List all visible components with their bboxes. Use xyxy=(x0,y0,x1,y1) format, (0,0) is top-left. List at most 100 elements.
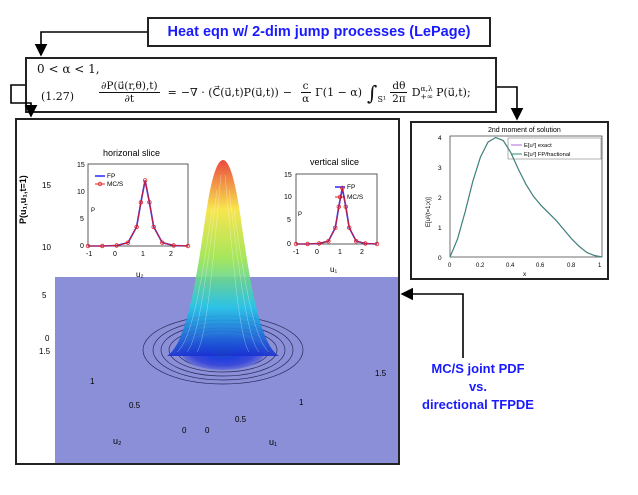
svg-text:4: 4 xyxy=(438,135,442,142)
title-text: Heat eqn w/ 2-dim jump processes (LePage… xyxy=(167,24,471,40)
c-alpha-fraction: c α xyxy=(300,80,311,105)
u1-tick: 1.5 xyxy=(375,369,387,378)
equation-box: 0 < α < 1, (1.27) ∂P(u⃗(r,θ),t) ∂t = −∇ … xyxy=(25,57,497,113)
data-point-marker xyxy=(343,204,348,209)
data-point-marker xyxy=(171,243,176,248)
svg-text:0.6: 0.6 xyxy=(536,263,545,269)
floor-plane xyxy=(55,277,398,463)
svg-text:FP: FP xyxy=(107,173,115,180)
data-point-marker xyxy=(293,241,299,247)
svg-text:0: 0 xyxy=(315,249,319,256)
svg-text:5: 5 xyxy=(80,216,84,223)
svg-text:10: 10 xyxy=(77,189,85,196)
svg-text:0.2: 0.2 xyxy=(476,263,485,269)
data-point-marker xyxy=(85,243,91,249)
u2-tick: 0.5 xyxy=(129,401,141,410)
data-point-marker xyxy=(100,243,105,249)
svg-text:2: 2 xyxy=(438,195,442,202)
svg-text:0.4: 0.4 xyxy=(506,263,515,269)
main-plot-svg: P(u₁,u₁,t=1) 15 10 5 0 1.5 1 0.5 0 u₂ 0 … xyxy=(18,148,398,463)
svg-text:P: P xyxy=(91,208,95,214)
u1-axis-label: u₁ xyxy=(269,437,277,447)
svg-text:0: 0 xyxy=(80,243,84,250)
svg-text:3: 3 xyxy=(438,165,442,172)
svg-text:15: 15 xyxy=(284,172,292,179)
data-point-marker xyxy=(138,200,144,205)
title-box: Heat eqn w/ 2-dim jump processes (LePage… xyxy=(147,17,491,47)
data-point-marker xyxy=(363,241,368,246)
inset-left-title: horizonal slice xyxy=(103,148,160,158)
data-point-marker xyxy=(125,240,131,245)
arrow-equation-to-side xyxy=(497,86,524,121)
side-title: 2nd moment of solution xyxy=(488,127,561,134)
data-point-marker xyxy=(374,241,380,247)
arrow-equation-to-main xyxy=(10,84,38,118)
main-figure: P(u₁,u₁,t=1) 15 10 5 0 1.5 1 0.5 0 u₂ 0 … xyxy=(15,118,400,465)
caption-line-2: vs. xyxy=(468,379,488,394)
integral-sign: ∫ xyxy=(367,80,378,105)
z-axis-label: P(u₁,u₁,t=1) xyxy=(18,175,28,224)
svg-text:0: 0 xyxy=(287,241,291,248)
svg-text:10: 10 xyxy=(284,194,292,201)
pdf-peak-surface xyxy=(167,160,279,356)
u1-tick: 1 xyxy=(299,398,304,407)
svg-text:E[u²] FP/fractional: E[u²] FP/fractional xyxy=(524,152,570,158)
svg-text:FP: FP xyxy=(347,184,355,191)
z-tick: 15 xyxy=(42,181,51,190)
caption: MC/S joint PDF vs. directional TFPDE xyxy=(408,360,548,414)
data-point-marker xyxy=(151,224,156,230)
svg-text:1: 1 xyxy=(338,249,342,256)
inset-vertical-slice: vertical slice 15 10 5 0 P -1 0 1 2 u₁ F… xyxy=(284,157,380,274)
inset-horizonal-slice: horizonal slice 15 10 5 0 P -1 0 1 2 u₂ … xyxy=(77,148,191,279)
equation-number: (1.27) xyxy=(41,90,75,103)
u2-tick: 1.5 xyxy=(39,347,51,356)
data-point-marker xyxy=(333,225,338,230)
svg-text:2: 2 xyxy=(360,249,364,256)
svg-text:E[u²] exact: E[u²] exact xyxy=(524,143,552,149)
data-point-marker xyxy=(326,238,331,244)
data-point-marker xyxy=(305,241,310,247)
side-xlabel: x xyxy=(523,271,527,278)
data-point-marker xyxy=(185,243,191,249)
dtheta-fraction: dθ 2π xyxy=(390,80,408,105)
svg-text:MC/S: MC/S xyxy=(107,181,124,188)
data-point-marker xyxy=(114,243,119,248)
u2-tick: 1 xyxy=(90,377,95,386)
svg-text:0: 0 xyxy=(438,255,442,262)
svg-text:15: 15 xyxy=(77,162,85,169)
second-moment-figure: 2nd moment of solution 4 3 2 1 0 0 0.2 0… xyxy=(410,121,609,280)
svg-text:u₁: u₁ xyxy=(330,265,337,274)
svg-text:P: P xyxy=(298,212,302,218)
data-point-marker xyxy=(147,200,152,205)
svg-text:-1: -1 xyxy=(86,251,92,258)
svg-text:u₂: u₂ xyxy=(136,270,144,279)
equation-condition: 0 < α < 1, xyxy=(37,62,100,76)
data-point-marker xyxy=(316,241,322,246)
svg-text:0.8: 0.8 xyxy=(567,263,576,269)
side-ylabel: E[u²(t=1;x)] xyxy=(426,197,432,227)
z-tick: 5 xyxy=(42,291,47,300)
u1-tick: 0 xyxy=(205,426,210,435)
data-point-marker xyxy=(336,204,341,209)
caption-line-3: directional TFPDE xyxy=(422,397,534,412)
data-point-marker xyxy=(134,224,139,230)
arrow-title-to-equation xyxy=(34,31,147,57)
u2-tick: 0 xyxy=(182,426,187,435)
svg-text:1: 1 xyxy=(141,251,145,258)
data-point-marker xyxy=(160,240,165,245)
data-point-marker xyxy=(142,178,148,183)
u1-tick: 0.5 xyxy=(235,415,247,424)
caption-line-1: MC/S joint PDF xyxy=(431,361,525,376)
svg-text:2: 2 xyxy=(169,251,173,258)
z-tick: 10 xyxy=(42,243,51,252)
arrow-caption-to-main xyxy=(400,287,464,358)
svg-text:5: 5 xyxy=(287,217,291,224)
lhs-fraction: ∂P(u⃗(r,θ),t) ∂t xyxy=(99,80,160,105)
data-point-marker xyxy=(354,238,359,244)
inset-right-title: vertical slice xyxy=(310,157,359,167)
svg-text:0: 0 xyxy=(113,251,117,258)
equation-main: ∂P(u⃗(r,θ),t) ∂t = −∇ · (C⃗(u⃗,t)P(u⃗,t)… xyxy=(99,80,471,105)
data-point-marker xyxy=(340,185,345,191)
svg-text:-1: -1 xyxy=(293,249,299,256)
